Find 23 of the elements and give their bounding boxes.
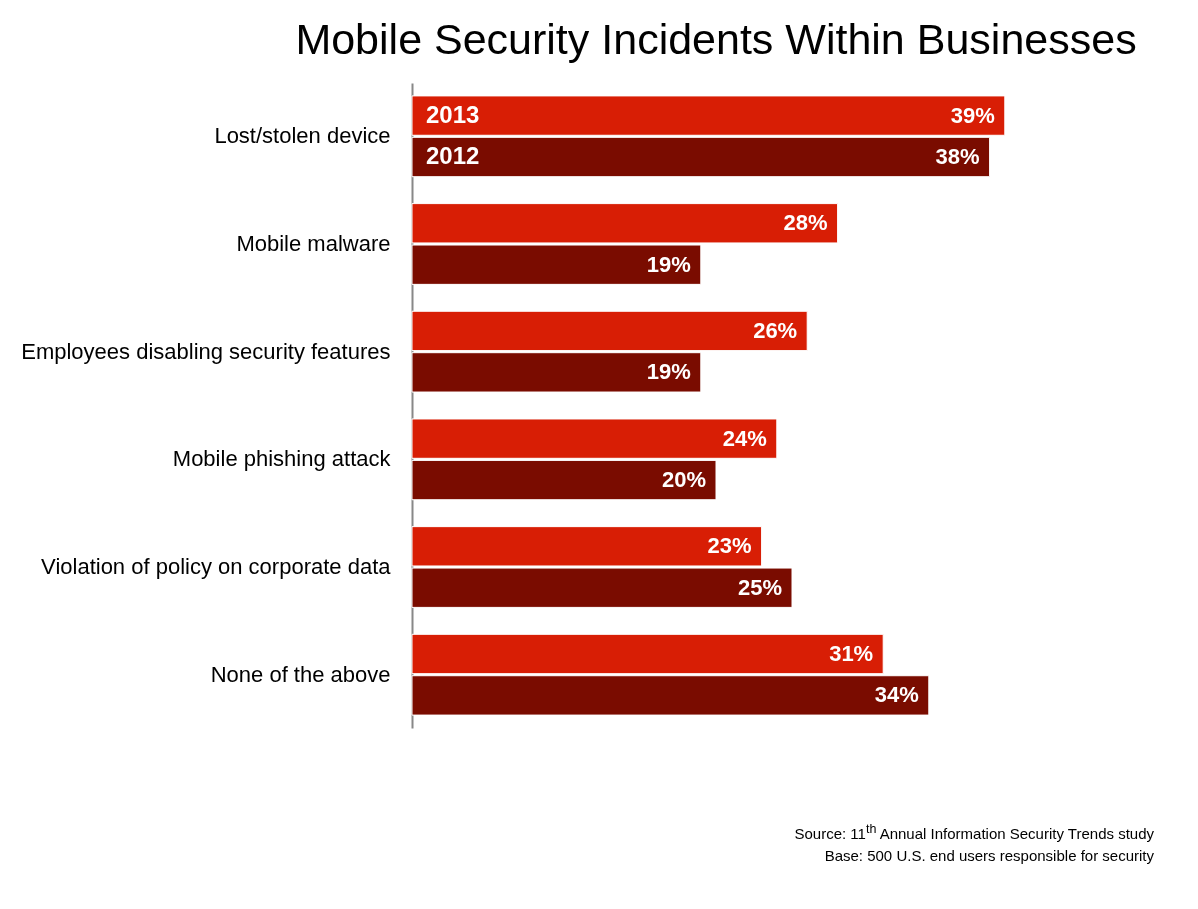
data-label: 19% [646, 359, 691, 385]
data-label: 28% [783, 210, 828, 236]
chart-title: Mobile Security Incidents Within Businesses [295, 15, 1137, 63]
data-label: 26% [753, 317, 798, 343]
text: Base: 500 U.S. end users responsible for security [823, 846, 1154, 866]
y-tick-label: Employees disabling security features [21, 338, 391, 364]
source-note: Source: 11$^{th}$ Annual Information Security Trends study [794, 821, 1154, 844]
y-tick-label: Mobile malware [236, 230, 391, 256]
data-label: 31% [829, 640, 874, 666]
data-label: 19% [646, 251, 691, 277]
data-label: 23% [707, 533, 752, 559]
data-label: 39% [950, 102, 995, 128]
data-label: 24% [722, 425, 767, 451]
series-label: 2013 [426, 100, 480, 128]
data-label: 34% [874, 682, 919, 708]
data-label: 20% [661, 467, 706, 493]
data-label: 38% [935, 144, 980, 170]
y-tick-label: None of the above [210, 661, 391, 687]
y-tick-label: Violation of policy on corporate data [41, 554, 392, 580]
y-tick-label: Mobile phishing attack [172, 446, 392, 472]
data-label: 25% [737, 574, 782, 600]
series-label: 2012 [426, 142, 480, 170]
y-tick-label: Lost/stolen device [214, 123, 391, 149]
